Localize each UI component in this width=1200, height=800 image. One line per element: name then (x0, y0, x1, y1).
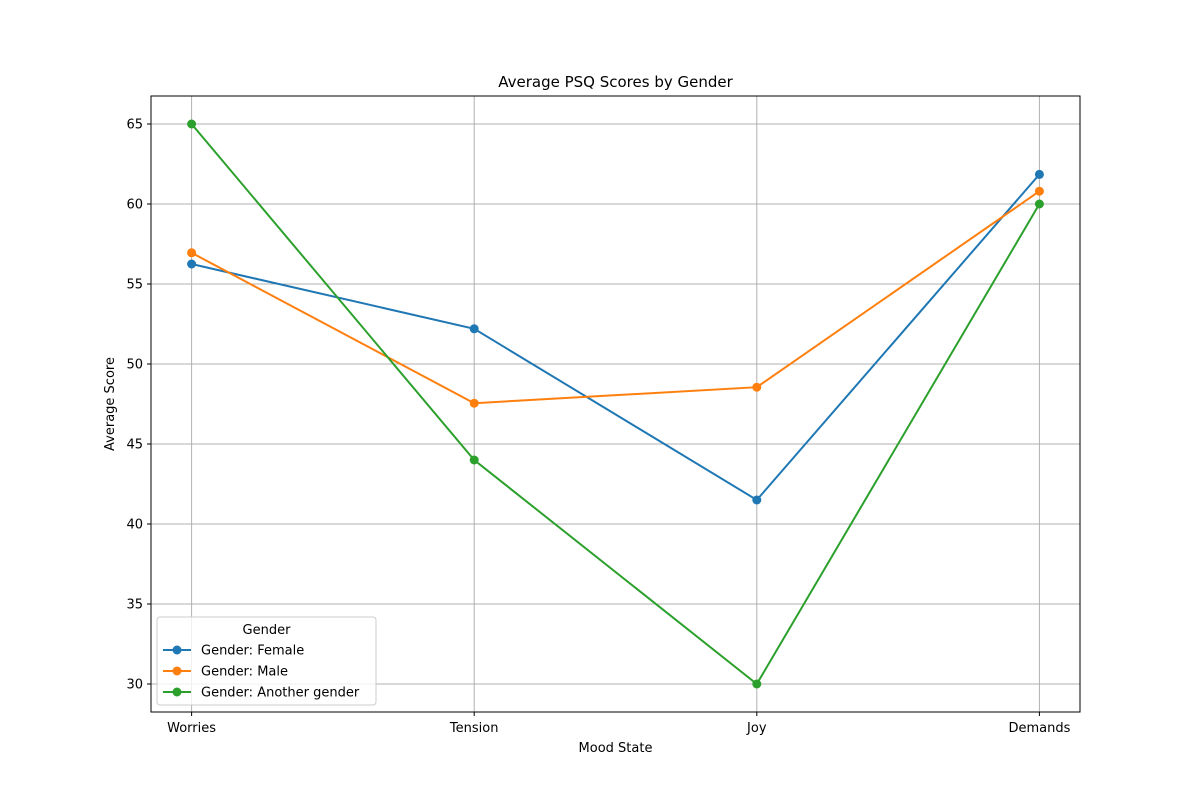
chart-title: Average PSQ Scores by Gender (498, 73, 733, 91)
y-tick-label: 40 (126, 518, 143, 533)
x-tick-label: Worries (167, 721, 216, 736)
data-point (1034, 169, 1044, 179)
plot-frame (150, 95, 1081, 713)
y-tick-label: 55 (126, 278, 143, 293)
y-tick-label: 45 (126, 438, 143, 453)
data-point (752, 382, 762, 392)
legend-swatch-marker (172, 666, 182, 676)
y-tick-label: 35 (126, 598, 143, 613)
series-line (191, 190, 1040, 405)
data-point (187, 119, 197, 129)
y-tick-label: 65 (126, 118, 143, 133)
series-line (190, 123, 1041, 686)
legend-item: Gender: Male (163, 665, 288, 680)
grid (151, 96, 1080, 712)
legend-item: Gender: Female (163, 644, 304, 659)
y-tick-label: 60 (126, 198, 143, 213)
x-tick-label: Tension (449, 721, 499, 736)
legend-title: Gender (243, 623, 292, 638)
data-point (187, 259, 197, 269)
legend-box (156, 616, 377, 706)
y-tick-label: 30 (126, 678, 143, 693)
series-group (187, 119, 1044, 689)
data-point (752, 679, 762, 689)
x-tick-label: Demands (1008, 721, 1070, 736)
data-point (187, 248, 197, 258)
data-point (469, 398, 479, 408)
y-tick-label: 50 (126, 358, 143, 373)
data-point (1034, 199, 1044, 209)
data-point (469, 455, 479, 465)
legend-label: Gender: Another gender (201, 686, 360, 701)
series-group (187, 169, 1044, 505)
data-point (1034, 186, 1044, 196)
legend-item: Gender: Another gender (163, 686, 360, 701)
data-point (469, 324, 479, 334)
x-axis-title: Mood State (579, 741, 653, 756)
legend-label: Gender: Male (201, 665, 288, 680)
series-layer (187, 119, 1044, 689)
ticks: Worries Tension Joy Demands 30 35 40 45 50 55 60 65 (126, 118, 1070, 737)
series-line (191, 173, 1041, 502)
legend-swatch-marker (172, 687, 182, 697)
legend-items: Gender: Female Gender: Male Gender: Anothe… (163, 644, 360, 701)
y-axis-title: Average Score (103, 357, 118, 451)
legend-label: Gender: Female (201, 644, 304, 659)
x-tick-label: Joy (746, 721, 767, 736)
data-point (752, 495, 762, 505)
series-group (187, 186, 1044, 408)
legend-swatch-marker (172, 645, 182, 655)
